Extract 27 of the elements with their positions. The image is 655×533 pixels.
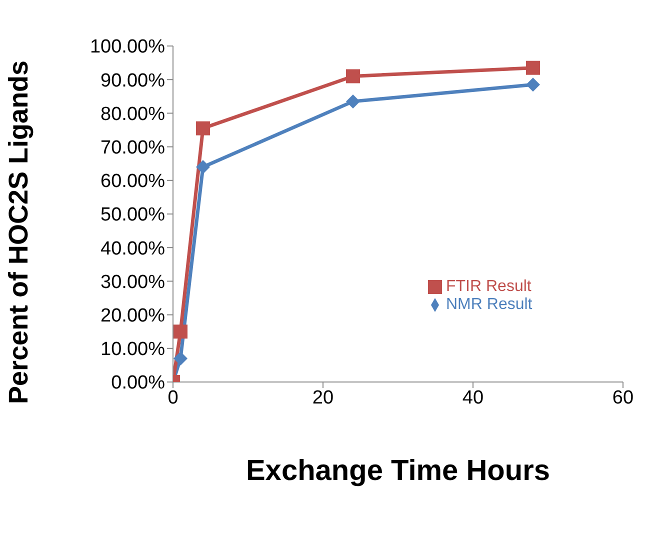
x-tick-label: 60 bbox=[612, 387, 634, 408]
point bbox=[526, 78, 540, 92]
x-axis-title: Exchange Time Hours bbox=[246, 455, 550, 487]
point bbox=[196, 160, 210, 174]
y-tick-label: 30.00% bbox=[100, 272, 166, 293]
y-tick-label: 50.00% bbox=[100, 204, 166, 226]
y-tick-label: 40.00% bbox=[100, 238, 166, 260]
legend-label: NMR Result bbox=[446, 296, 532, 313]
y-tick-label: 70.00% bbox=[100, 138, 166, 159]
y-tick-label: 0.00% bbox=[111, 372, 166, 394]
y-tick-label: 90.00% bbox=[100, 70, 166, 92]
y-tick-label: 20.00% bbox=[100, 306, 166, 327]
y-axis-title: Percent of HOC2S Ligands bbox=[4, 60, 34, 404]
point bbox=[174, 351, 188, 366]
legend-label: FTIR Result bbox=[446, 278, 532, 295]
x-tick-label: 40 bbox=[462, 387, 484, 408]
x-tick-label: 20 bbox=[312, 387, 334, 408]
y-tick-label: 60.00% bbox=[100, 171, 166, 192]
y-tick-label: 10.00% bbox=[100, 339, 166, 360]
x-tick-label: 0 bbox=[168, 387, 178, 408]
point bbox=[346, 94, 360, 108]
y-tick-label: 100.00% bbox=[90, 36, 166, 58]
point bbox=[174, 324, 188, 339]
point bbox=[196, 121, 210, 136]
y-tick-label: 80.00% bbox=[100, 104, 166, 125]
point bbox=[526, 60, 540, 75]
point bbox=[346, 69, 360, 84]
